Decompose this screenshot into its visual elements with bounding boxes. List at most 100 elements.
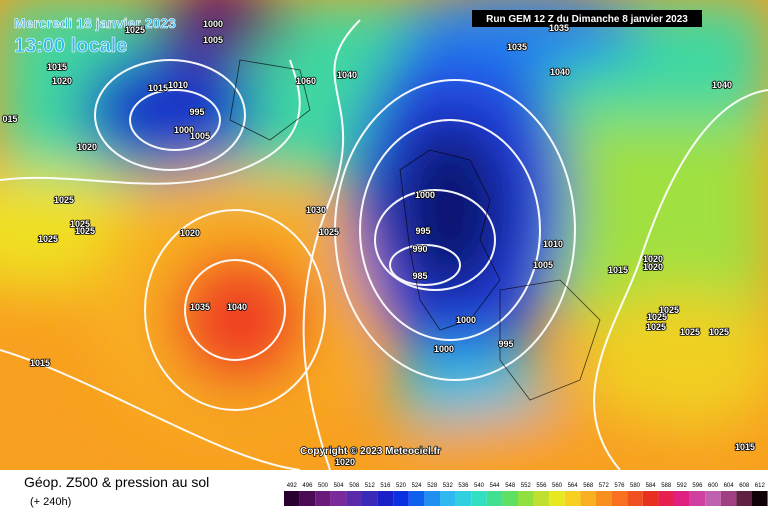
colorbar-cell xyxy=(471,491,487,506)
isobar-label: 1010 xyxy=(168,80,188,90)
isobar-label: 1020 xyxy=(643,262,663,272)
isobar-label: 1040 xyxy=(550,67,570,77)
isobar-label: 1040 xyxy=(227,302,247,312)
isobar-label: 1020 xyxy=(52,76,72,86)
run-info: Run GEM 12 Z du Dimanche 8 janvier 2023 xyxy=(486,14,688,25)
colorbar-label: 592 xyxy=(677,483,688,489)
colorbar-label: 536 xyxy=(458,483,469,489)
valid-date: Mercredi 18 janvier 2023 xyxy=(14,15,176,31)
colorbar-label: 564 xyxy=(568,483,579,489)
colorbar-label: 508 xyxy=(349,483,360,489)
colorbar-label: 544 xyxy=(490,483,501,489)
isobar-label: 1005 xyxy=(203,35,223,45)
colorbar-cell xyxy=(689,491,706,506)
isobar-label: 1020 xyxy=(77,142,97,152)
map-field xyxy=(0,0,768,470)
isobar-label: 1000 xyxy=(415,190,435,200)
isobar-label: 985 xyxy=(412,271,427,281)
colorbar-label: 568 xyxy=(583,483,594,489)
colorbar-label: 532 xyxy=(443,483,454,489)
isobar-label: 995 xyxy=(498,339,513,349)
colorbar-cell xyxy=(720,491,737,506)
colorbar-label: 552 xyxy=(521,483,532,489)
colorbar-cell xyxy=(424,491,440,506)
colorbar-label: 588 xyxy=(661,483,672,489)
isobar-label: 1025 xyxy=(659,305,679,315)
colorbar-cell xyxy=(642,491,659,506)
colorbar-cell xyxy=(549,491,565,506)
colorbar-cell xyxy=(502,491,518,506)
colorbar-cell xyxy=(752,491,768,506)
colorbar-label: 560 xyxy=(552,483,563,489)
colorbar-label: 520 xyxy=(396,483,407,489)
isobar-label: 1020 xyxy=(335,457,355,467)
isobar-label: 015 xyxy=(2,114,17,124)
colorbar-label: 572 xyxy=(599,483,610,489)
colorbar-label: 576 xyxy=(614,483,625,489)
colorbar-label: 612 xyxy=(755,483,766,489)
colorbar-label: 500 xyxy=(318,483,329,489)
isobar-label: 1035 xyxy=(549,23,569,33)
colorbar-label: 524 xyxy=(412,483,423,489)
colorbar-label: 600 xyxy=(708,483,719,489)
isobar-label: 1025 xyxy=(319,227,339,237)
isobar-label: 1015 xyxy=(30,358,50,368)
colorbar-label: 608 xyxy=(739,483,750,489)
isobar-label: 1015 xyxy=(608,265,628,275)
isobar-label: 1000 xyxy=(203,19,223,29)
isobar-label: 990 xyxy=(412,244,427,254)
colorbar-cell xyxy=(518,491,534,506)
colorbar-cell xyxy=(674,491,690,506)
colorbar-cell xyxy=(377,491,394,506)
isobar-label: 1025 xyxy=(680,327,700,337)
colorbar-cell xyxy=(393,491,409,506)
colorbar-label: 516 xyxy=(380,483,391,489)
isobar-label: 1015 xyxy=(148,83,168,93)
colorbar-label: 540 xyxy=(474,483,485,489)
colorbar-cell xyxy=(330,491,347,506)
colorbar-label: 512 xyxy=(365,483,376,489)
isobar-label: 1035 xyxy=(190,302,210,312)
colorbar-cell xyxy=(315,491,331,506)
valid-time: 13:00 locale xyxy=(14,35,127,57)
isobar-label: 1010 xyxy=(543,239,563,249)
isobar-label: 1040 xyxy=(337,70,357,80)
colorbar-cell xyxy=(627,491,643,506)
colorbar-label: 604 xyxy=(724,483,735,489)
isobar-label: 1040 xyxy=(712,80,732,90)
colorbar-cell xyxy=(564,491,581,506)
colorbar-cell xyxy=(533,491,550,506)
isobar-label: 1005 xyxy=(190,131,210,141)
isobar-label: 1025 xyxy=(125,25,145,35)
colorbar-cell xyxy=(362,491,378,506)
colorbar-label: 548 xyxy=(505,483,516,489)
isobar-label: 1025 xyxy=(70,219,90,229)
isobar-label: 1060 xyxy=(296,76,316,86)
isobar-label: 1015 xyxy=(47,62,67,72)
colorbar-cell xyxy=(440,491,456,506)
isobar-label: 1035 xyxy=(507,42,527,52)
colorbar-label: 556 xyxy=(536,483,547,489)
isobar-label: 1025 xyxy=(709,327,729,337)
colorbar-label: 580 xyxy=(630,483,641,489)
colorbar-cell xyxy=(486,491,503,506)
run-box xyxy=(472,10,702,27)
colorbar-cell xyxy=(299,491,316,506)
colorbar-cell xyxy=(408,491,425,506)
colorbar-label: 584 xyxy=(646,483,657,489)
colorbar-cell xyxy=(705,491,721,506)
isobar-label: 1020 xyxy=(643,254,663,264)
colorbar-cell xyxy=(346,491,362,506)
colorbar-cell xyxy=(658,491,674,506)
colorbar-cell xyxy=(596,491,612,506)
colorbar-cell xyxy=(455,491,472,506)
copyright: Copyright © 2023 Meteociel.fr xyxy=(300,446,441,457)
colorbar: 492 496 500 504 508 512 516 520 524 528 532 536 540 5… xyxy=(284,483,768,506)
colorbar-cell xyxy=(580,491,596,506)
colorbar-label: 504 xyxy=(334,483,345,489)
isobar-label: 1025 xyxy=(646,322,666,332)
colorbar-label: 492 xyxy=(287,483,298,489)
isobar-label: 1015 xyxy=(735,442,755,452)
